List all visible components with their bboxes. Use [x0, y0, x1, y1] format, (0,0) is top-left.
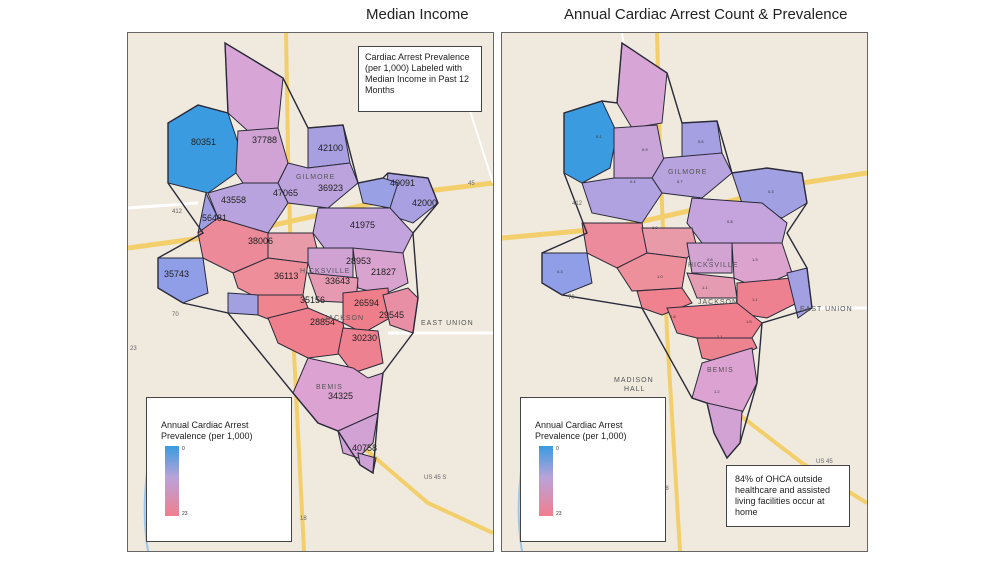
income-label: 33643: [325, 276, 350, 286]
legend-min-label: 0: [556, 446, 559, 452]
median-income-map-svg: 80351 37788 42100 36923 47065 43558 5648…: [128, 33, 493, 551]
svg-text:0.3: 0.3: [557, 269, 563, 274]
income-label: 30230: [352, 333, 377, 343]
svg-text:1.2: 1.2: [714, 389, 720, 394]
place-label: HICKSVILLE: [688, 262, 738, 269]
income-label: 34325: [328, 391, 353, 401]
legend-title: Annual Cardiac Arrest Prevalence (per 1,…: [535, 420, 627, 441]
cardiac-arrest-map-svg: 0.1 0.9 0.6 0.7 0.4 0.3 1.0 0.8 0.3 0.8 …: [502, 33, 867, 551]
legend-title: Annual Cardiac Arrest Prevalence (per 1,…: [161, 420, 253, 441]
place-label: EAST UNION: [421, 320, 474, 327]
income-label: 29545: [379, 310, 404, 320]
income-label: 80351: [191, 137, 216, 147]
svg-text:1.3: 1.3: [752, 257, 758, 262]
svg-text:1.0: 1.0: [657, 274, 663, 279]
income-label: 56481: [202, 213, 227, 223]
place-label: EAST UNION: [800, 306, 853, 313]
road-label: US 45: [816, 459, 833, 465]
income-label: 21827: [371, 267, 396, 277]
road-label: 70: [172, 312, 179, 318]
svg-text:0.3: 0.3: [768, 189, 774, 194]
income-label: 36923: [318, 183, 343, 193]
road-label: 23: [130, 346, 137, 352]
svg-text:1.1: 1.1: [752, 297, 758, 302]
legend-min-label: 0: [182, 446, 185, 452]
place-label: JACKSON: [324, 315, 364, 322]
road-label: 18: [300, 516, 307, 522]
income-label: 47065: [273, 188, 298, 198]
place-label: HALL: [624, 386, 646, 393]
income-label: 40091: [390, 178, 415, 188]
median-income-map[interactable]: 80351 37788 42100 36923 47065 43558 5648…: [127, 32, 494, 552]
income-label: 42000: [412, 198, 437, 208]
legend-max-label: 23: [182, 511, 188, 517]
income-label: 41975: [350, 220, 375, 230]
income-label: 38006: [248, 236, 273, 246]
income-label: 28953: [346, 256, 371, 266]
place-label: GILMORE: [668, 169, 707, 176]
place-label: BEMIS: [316, 384, 343, 391]
legend-color-ramp: [539, 446, 553, 516]
svg-text:0.1: 0.1: [596, 134, 602, 139]
place-label: HICKSVILLE: [300, 268, 350, 275]
prevalence-legend: Annual Cardiac Arrest Prevalence (per 1,…: [520, 397, 666, 542]
income-label: 37788: [252, 135, 277, 145]
legend-color-ramp: [165, 446, 179, 516]
income-label: 36113: [274, 271, 298, 281]
svg-text:0.9: 0.9: [642, 147, 648, 152]
svg-text:2.1: 2.1: [717, 334, 723, 339]
road-label: US 45 S: [424, 475, 446, 481]
income-label: 42100: [318, 143, 343, 153]
road-label: 70: [568, 295, 575, 301]
svg-text:0.8: 0.8: [727, 219, 733, 224]
ohca-home-callout: 84% of OHCA outside healthcare and assis…: [726, 465, 850, 527]
place-label: BEMIS: [707, 367, 734, 374]
svg-text:0.8: 0.8: [707, 257, 713, 262]
income-label: 40758: [352, 443, 377, 453]
income-label: 35156: [300, 295, 325, 305]
road-label: 45: [468, 181, 475, 187]
svg-text:1.0: 1.0: [652, 225, 658, 230]
income-label: 26594: [354, 298, 379, 308]
svg-text:1.8: 1.8: [670, 314, 676, 319]
svg-text:1.5: 1.5: [746, 319, 752, 324]
place-label: MADISON: [614, 377, 654, 384]
map-description-note: Cardiac Arrest Prevalence (per 1,000) La…: [358, 46, 482, 112]
place-label: JACKSON: [698, 299, 738, 306]
place-label: GILMORE: [296, 174, 335, 181]
svg-text:0.4: 0.4: [630, 179, 636, 184]
legend-max-label: 23: [556, 511, 562, 517]
svg-text:0.6: 0.6: [698, 139, 704, 144]
svg-text:0.7: 0.7: [677, 179, 683, 184]
left-map-title: Median Income: [366, 6, 469, 23]
svg-text:1.1: 1.1: [702, 285, 708, 290]
right-map-title: Annual Cardiac Arrest Count & Prevalence: [564, 6, 848, 23]
income-label: 35743: [164, 269, 189, 279]
cardiac-arrest-map[interactable]: 0.1 0.9 0.6 0.7 0.4 0.3 1.0 0.8 0.3 0.8 …: [501, 32, 868, 552]
income-label: 28854: [310, 317, 335, 327]
income-label: 43558: [221, 195, 246, 205]
road-label: 412: [172, 209, 183, 215]
prevalence-legend: Annual Cardiac Arrest Prevalence (per 1,…: [146, 397, 292, 542]
road-label: 412: [572, 201, 583, 207]
